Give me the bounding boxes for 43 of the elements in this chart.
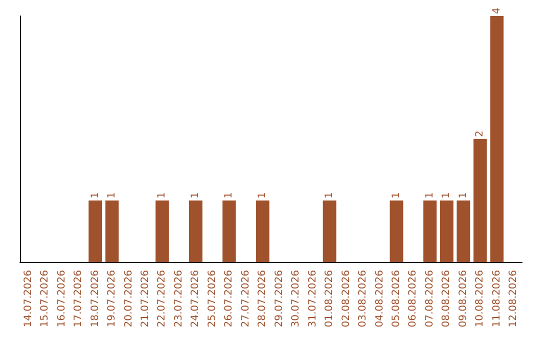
x-tick-label: 10.08.2026 [474, 270, 486, 328]
x-tick-label: 15.07.2026 [40, 270, 51, 328]
x-tick-label: 12.08.2026 [508, 270, 520, 328]
data-label: 1 [106, 192, 118, 198]
x-tick-label: 23.07.2026 [173, 270, 184, 328]
x-tick-label: 30.07.2026 [290, 270, 302, 328]
x-tick-label: 21.07.2026 [140, 270, 151, 328]
data-label: 1 [424, 192, 436, 198]
x-tick-label: 27.07.2026 [240, 270, 252, 328]
data-label: 1 [458, 192, 469, 198]
x-tick-label: 09.08.2026 [458, 270, 469, 328]
x-tick-label: 03.08.2026 [358, 270, 369, 328]
x-tick-label: 29.07.2026 [274, 270, 285, 328]
x-tick-label: 28.07.2026 [257, 270, 268, 328]
data-label: 1 [224, 192, 235, 198]
x-tick-label: 04.08.2026 [374, 270, 386, 328]
x-tick-label: 17.07.2026 [73, 270, 84, 328]
data-label: 1 [257, 192, 268, 198]
x-tick-label: 16.07.2026 [56, 270, 68, 328]
x-tick-label: 25.07.2026 [206, 270, 218, 328]
x-tick-label: 22.07.2026 [156, 270, 168, 328]
x-tick-label: 20.07.2026 [123, 270, 134, 328]
x-tick-label: 19.07.2026 [106, 270, 118, 328]
x-tick-label: 01.08.2026 [324, 270, 336, 328]
x-tick-label: 06.08.2026 [408, 270, 419, 328]
data-label: 1 [324, 192, 336, 198]
x-tick-label: 31.07.2026 [307, 270, 318, 328]
x-tick-label: 26.07.2026 [224, 270, 235, 328]
data-label: 1 [391, 192, 402, 198]
data-label: 1 [441, 192, 452, 198]
x-tick-label: 02.08.2026 [340, 270, 352, 328]
x-tick-label: 14.07.2026 [22, 270, 34, 328]
data-label: 1 [90, 192, 101, 198]
data-label: 1 [156, 192, 168, 198]
x-tick-label: 05.08.2026 [391, 270, 402, 328]
data-label: 1 [190, 192, 202, 198]
x-tick-label: 24.07.2026 [190, 270, 202, 328]
x-tick-label: 07.08.2026 [424, 270, 436, 328]
x-tick-label: 08.08.2026 [441, 270, 452, 328]
x-tick-label: 18.07.2026 [90, 270, 101, 328]
x-tick-label: 11.08.2026 [491, 270, 502, 328]
data-label: 4 [491, 8, 502, 14]
data-label: 2 [474, 130, 486, 137]
